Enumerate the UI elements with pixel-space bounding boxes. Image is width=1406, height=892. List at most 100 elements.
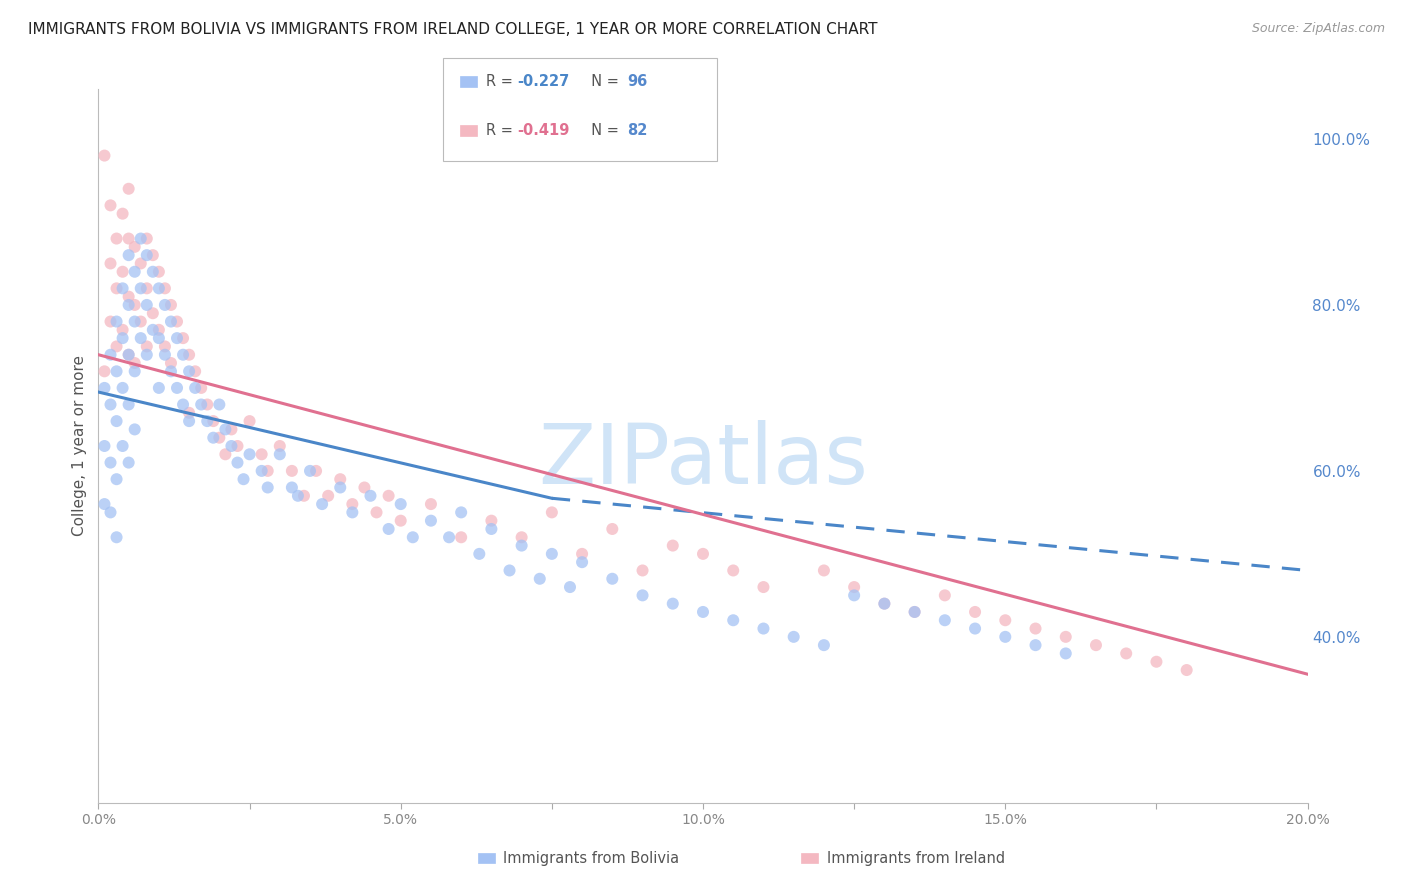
Point xyxy=(1054,630,1077,644)
Point xyxy=(208,397,231,411)
Point xyxy=(377,522,399,536)
Point xyxy=(124,356,146,370)
Point xyxy=(402,530,425,544)
Point xyxy=(529,572,551,586)
Point xyxy=(135,231,157,245)
Point xyxy=(904,605,927,619)
Point xyxy=(420,514,443,528)
Point xyxy=(631,564,654,578)
Text: 82: 82 xyxy=(627,123,647,137)
Point xyxy=(965,622,987,636)
Point xyxy=(129,281,152,295)
Point xyxy=(100,256,122,270)
Point xyxy=(129,231,152,245)
Point xyxy=(148,381,170,395)
Point xyxy=(299,464,322,478)
Point xyxy=(269,447,291,461)
Point xyxy=(93,364,115,378)
Point xyxy=(129,256,152,270)
Point xyxy=(172,397,194,411)
Point xyxy=(195,397,218,411)
Point xyxy=(281,464,304,478)
Point xyxy=(281,481,304,495)
Text: N =: N = xyxy=(582,74,624,88)
Point xyxy=(1175,663,1198,677)
Point xyxy=(100,314,122,328)
Point xyxy=(184,381,207,395)
Point xyxy=(179,364,201,378)
Point xyxy=(292,489,315,503)
Text: N =: N = xyxy=(582,123,624,137)
Point xyxy=(100,198,122,212)
Point xyxy=(179,348,201,362)
Text: Immigrants from Bolivia: Immigrants from Bolivia xyxy=(503,851,679,865)
Point xyxy=(124,240,146,254)
Point xyxy=(202,431,225,445)
Point xyxy=(160,314,183,328)
Point xyxy=(631,588,654,602)
Point xyxy=(510,539,533,553)
Point xyxy=(166,314,188,328)
Point xyxy=(100,348,122,362)
Point xyxy=(105,472,128,486)
Point xyxy=(179,406,201,420)
Point xyxy=(111,207,134,221)
Point xyxy=(723,613,745,627)
Point xyxy=(105,364,128,378)
Point xyxy=(239,447,262,461)
Point xyxy=(602,522,624,536)
Point xyxy=(100,397,122,411)
Point xyxy=(190,397,212,411)
Point xyxy=(100,505,122,519)
Point xyxy=(353,481,375,495)
Point xyxy=(118,231,141,245)
Point xyxy=(226,439,249,453)
Y-axis label: College, 1 year or more: College, 1 year or more xyxy=(72,356,87,536)
Point xyxy=(873,597,896,611)
Point xyxy=(93,148,115,162)
Point xyxy=(994,613,1017,627)
Point xyxy=(232,472,254,486)
Point xyxy=(148,265,170,279)
Point xyxy=(124,298,146,312)
Point xyxy=(179,414,201,428)
Point xyxy=(311,497,333,511)
Point xyxy=(287,489,309,503)
Point xyxy=(366,505,388,519)
Point xyxy=(540,505,562,519)
Point xyxy=(226,456,249,470)
Point xyxy=(202,414,225,428)
Point xyxy=(602,572,624,586)
Point xyxy=(214,447,236,461)
Point xyxy=(360,489,382,503)
Point xyxy=(118,456,141,470)
Point xyxy=(540,547,562,561)
Point xyxy=(105,281,128,295)
Point xyxy=(105,231,128,245)
Point xyxy=(105,414,128,428)
Point xyxy=(148,323,170,337)
Point xyxy=(221,439,243,453)
Point xyxy=(184,364,207,378)
Point xyxy=(153,298,176,312)
Point xyxy=(510,530,533,544)
Point xyxy=(269,439,291,453)
Point xyxy=(844,580,866,594)
Point xyxy=(118,290,141,304)
Point xyxy=(142,306,165,320)
Point xyxy=(118,348,141,362)
Point xyxy=(118,397,141,411)
Point xyxy=(135,298,157,312)
Point xyxy=(256,481,278,495)
Point xyxy=(692,605,714,619)
Point xyxy=(190,381,212,395)
Point xyxy=(813,564,835,578)
Point xyxy=(873,597,896,611)
Point xyxy=(256,464,278,478)
Point xyxy=(93,381,115,395)
Point xyxy=(124,314,146,328)
Point xyxy=(558,580,581,594)
Point xyxy=(389,514,412,528)
Point xyxy=(498,564,520,578)
Point xyxy=(118,348,141,362)
